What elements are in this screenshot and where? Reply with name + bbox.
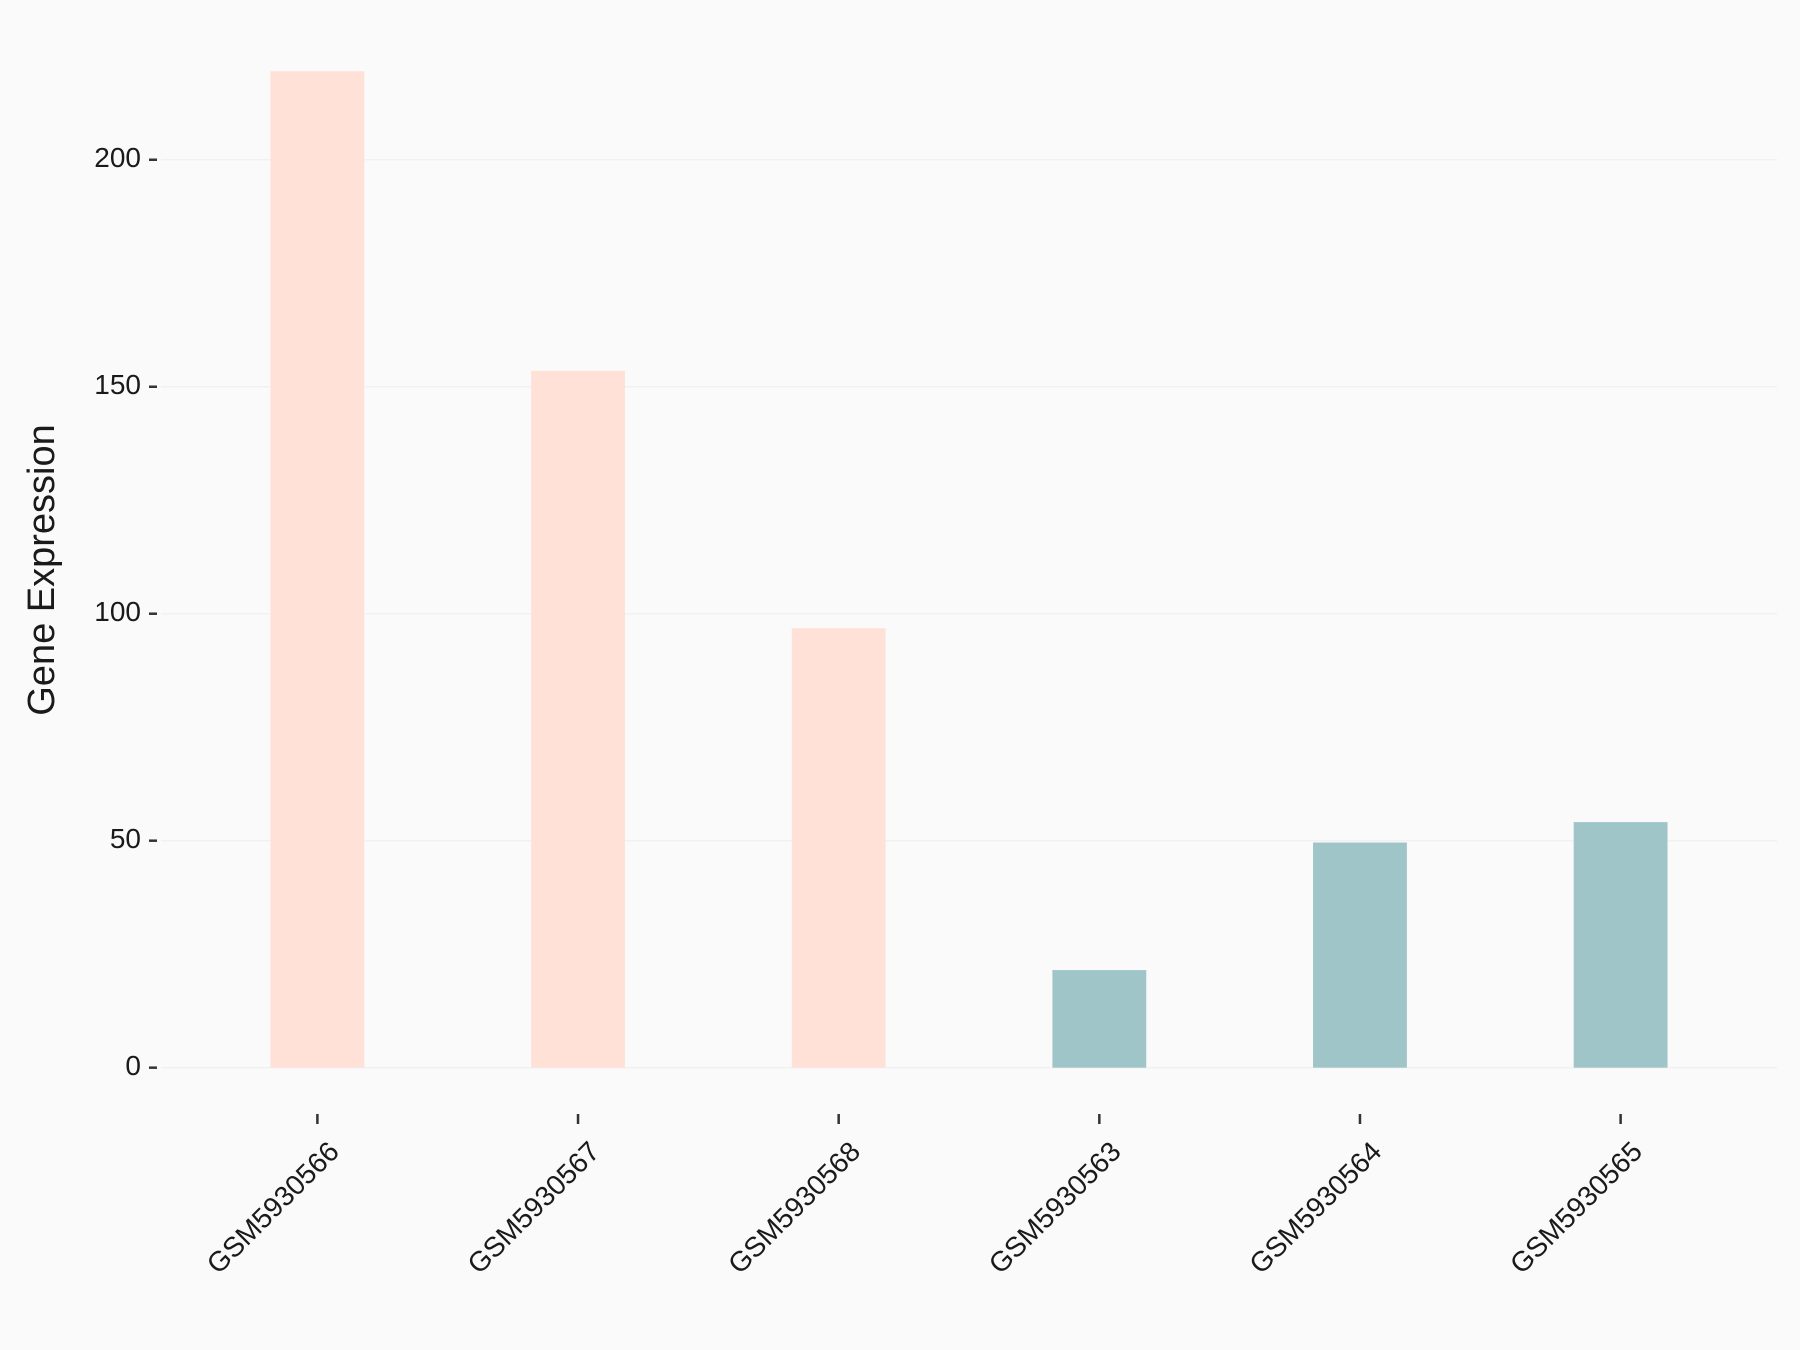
bar bbox=[791, 628, 886, 1068]
y-tick-label: 100 bbox=[94, 596, 141, 627]
bar bbox=[1313, 842, 1407, 1068]
bar bbox=[270, 71, 365, 1068]
y-tick-label: 50 bbox=[110, 823, 141, 854]
y-tick-label: 200 bbox=[94, 142, 141, 173]
bar bbox=[531, 370, 625, 1068]
y-tick-label: 150 bbox=[94, 369, 141, 400]
bar bbox=[1052, 970, 1147, 1068]
bar bbox=[1573, 822, 1668, 1068]
y-tick-label: 0 bbox=[125, 1050, 141, 1081]
y-axis-label: Gene Expression bbox=[21, 424, 63, 716]
